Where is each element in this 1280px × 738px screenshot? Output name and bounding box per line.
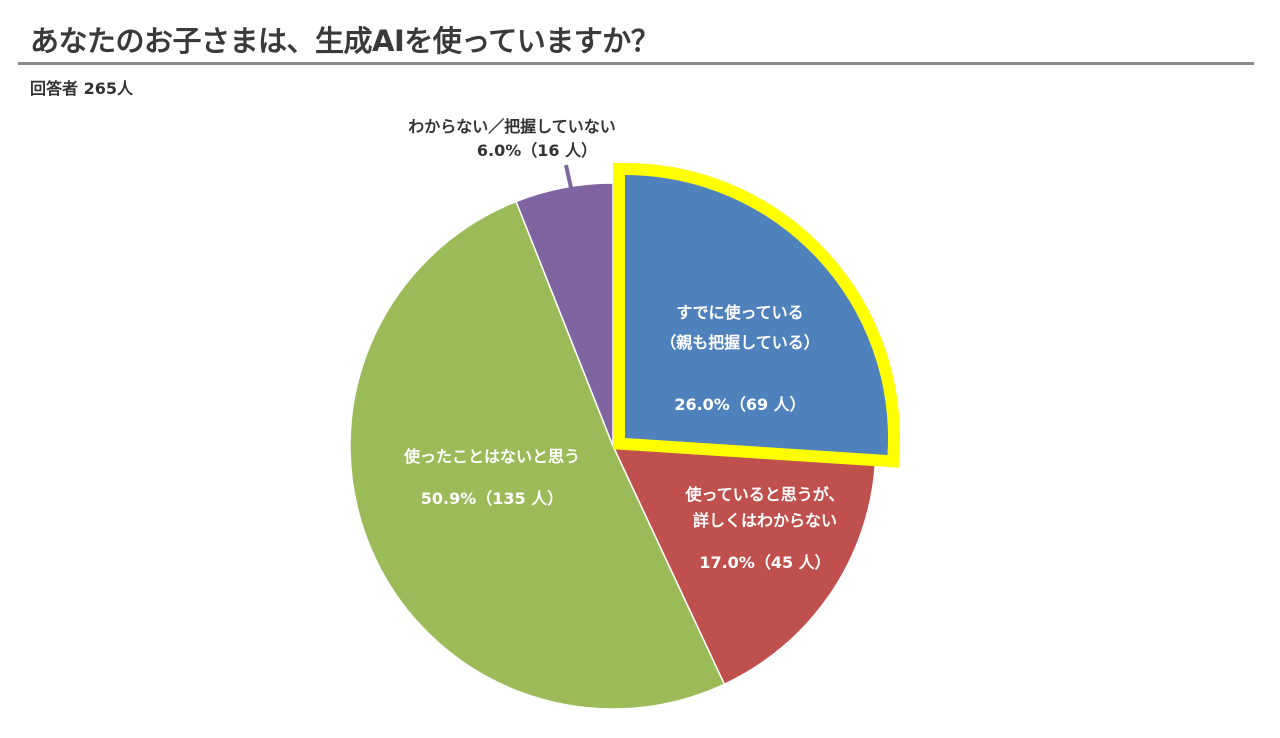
slice-label: 詳しくはわからない xyxy=(693,511,837,530)
slice-label: （親も把握している） xyxy=(660,333,820,352)
slice-label: わからない／把握していない xyxy=(408,117,616,136)
pie-slice-2 xyxy=(349,200,726,710)
leader-line xyxy=(564,164,573,189)
slice-value-label: 50.9%（135 人） xyxy=(421,489,563,508)
title-divider xyxy=(18,62,1254,65)
respondent-count: 回答者 265人 xyxy=(30,79,133,98)
slice-label: 使っていると思うが、 xyxy=(685,485,845,504)
slice-value-label: 26.0%（69 人） xyxy=(674,395,805,414)
page-title: あなたのお子さまは、生成AIを使っていますか？ xyxy=(30,24,660,58)
slice-label: すでに使っている xyxy=(676,303,803,322)
slice-value-label: 6.0%（16 人） xyxy=(477,141,597,160)
pie-slice-0 xyxy=(625,175,888,455)
slice-label: 使ったことはないと思う xyxy=(403,447,580,466)
slice-value-label: 17.0%（45 人） xyxy=(699,553,830,572)
pie-slice-3 xyxy=(515,182,614,447)
pie-slice-1 xyxy=(611,445,877,686)
